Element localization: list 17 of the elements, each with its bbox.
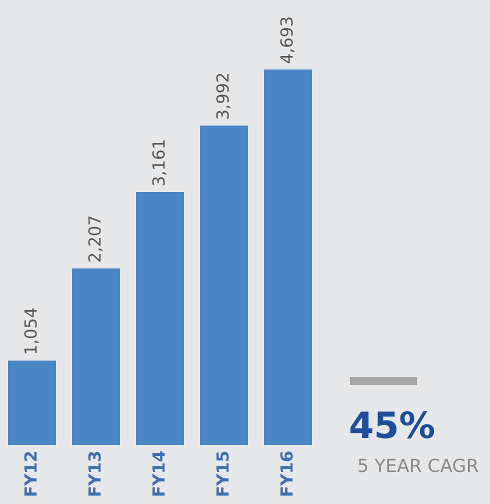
x-tick-label: FY14 [152, 451, 165, 496]
text: 5 YEAR CAGR [358, 458, 478, 472]
data-label: 3,161 [152, 140, 167, 186]
data-label: 3,992 [216, 74, 231, 119]
bar [8, 360, 56, 445]
x-tick-label: FY13 [88, 452, 101, 496]
text: 45% [350, 411, 434, 438]
bar [264, 69, 312, 445]
x-tick-label: FY16 [280, 451, 293, 496]
bar [72, 268, 120, 445]
data-label: 1,054 [24, 308, 39, 354]
bar [136, 192, 184, 445]
data-label: 2,207 [88, 216, 103, 262]
bar [200, 126, 248, 445]
x-tick-label: FY15 [216, 452, 229, 496]
x-tick-label: FY12 [24, 452, 37, 496]
data-label: 4,693 [280, 18, 295, 64]
